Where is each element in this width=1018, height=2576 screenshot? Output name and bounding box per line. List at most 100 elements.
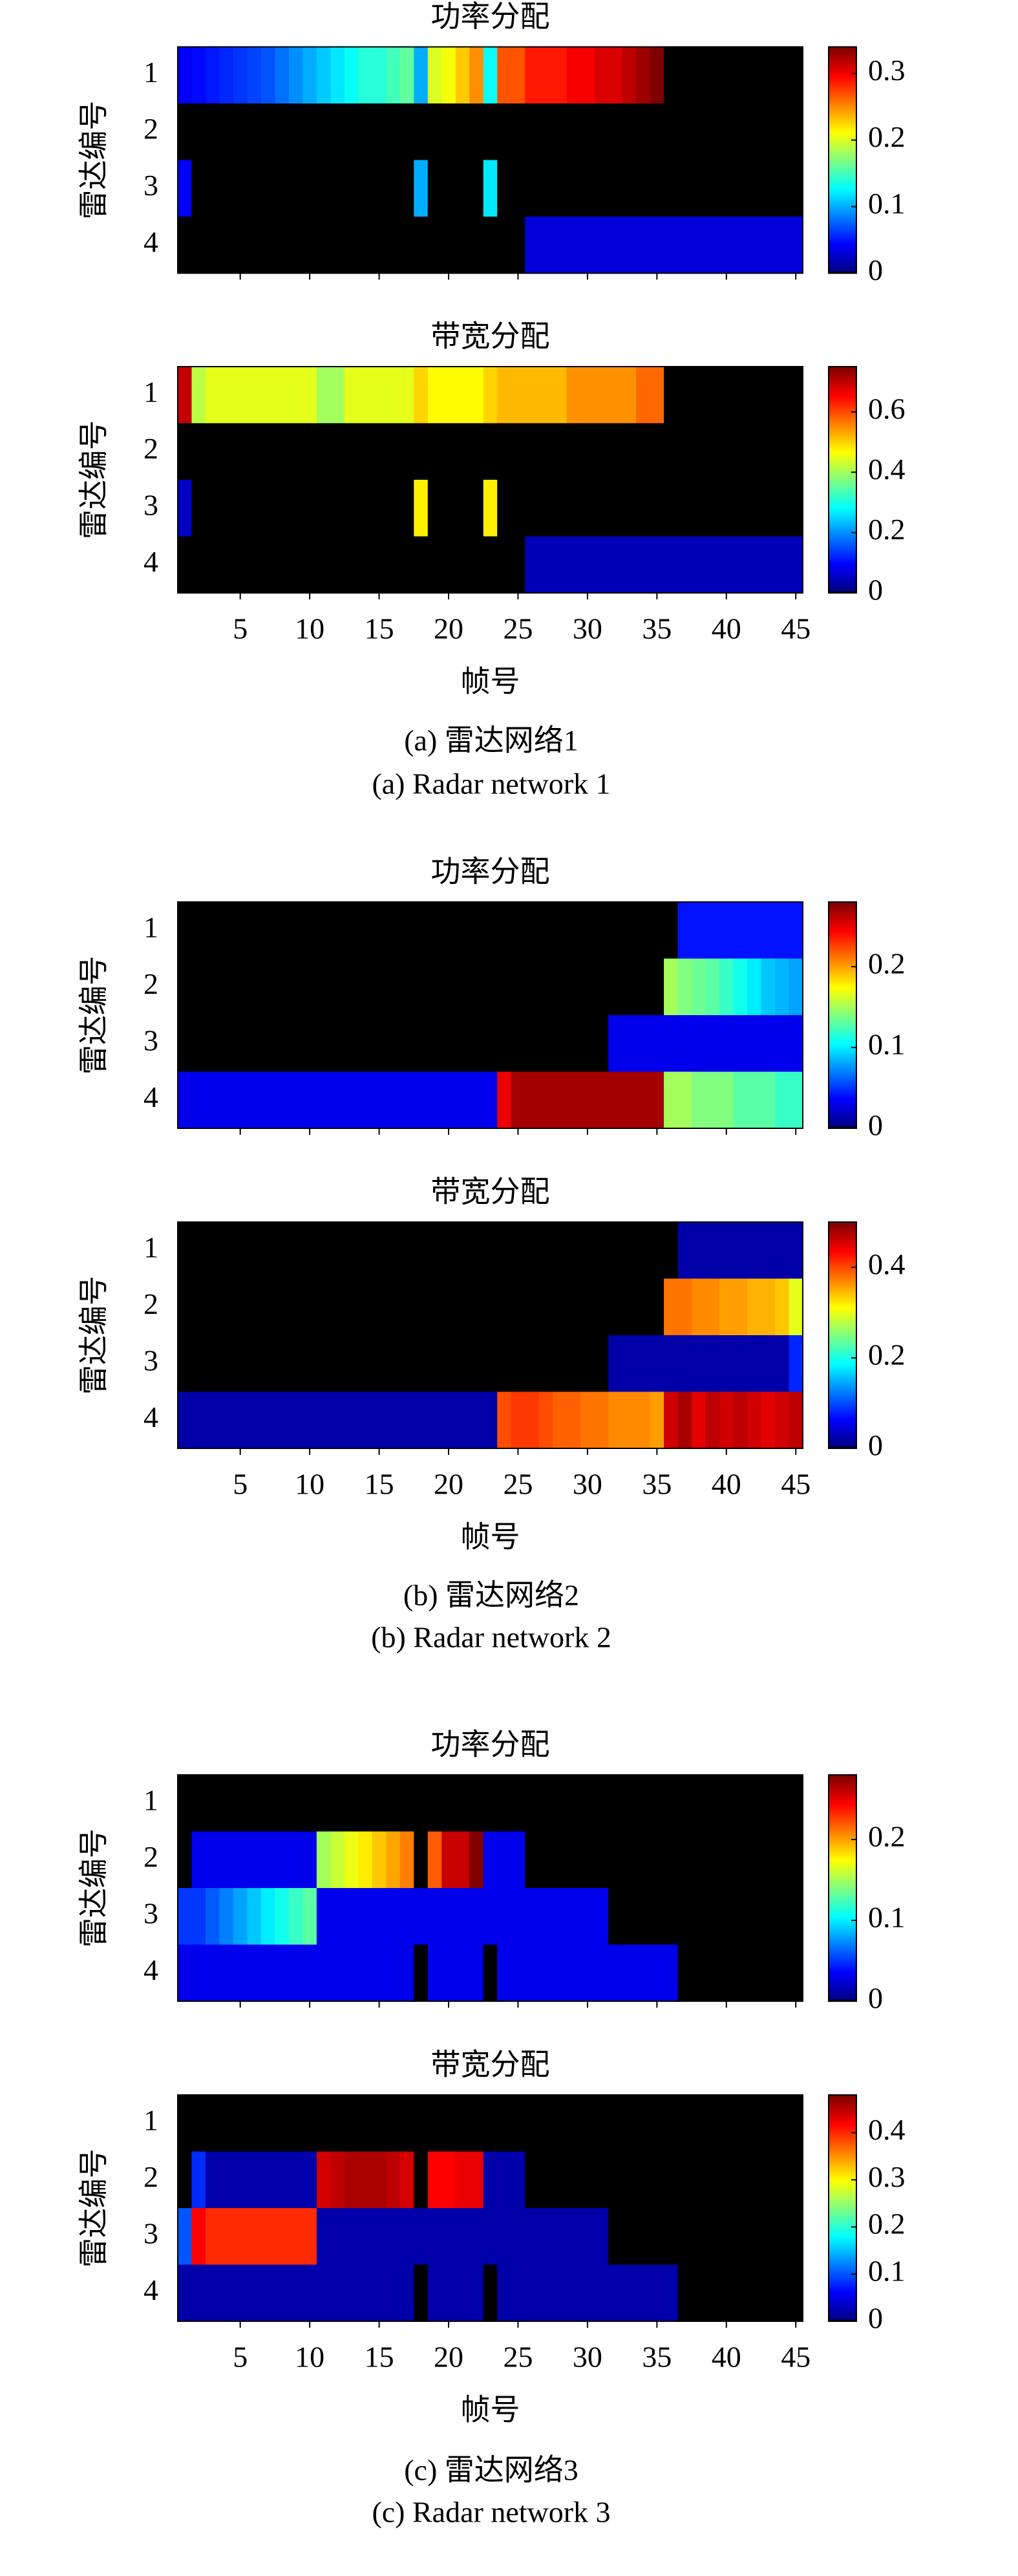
x-tick-label: 40	[712, 2341, 741, 2374]
heatmap-cell	[178, 47, 193, 104]
heatmap-cell	[330, 1015, 345, 1073]
heatmap-cell	[288, 367, 303, 424]
heatmap-cell	[302, 367, 317, 424]
heatmap-cell	[761, 2151, 776, 2209]
colorbar-step	[829, 2236, 856, 2239]
y-tick-label: 4	[143, 225, 158, 258]
heatmap-cell	[608, 480, 623, 537]
colorbar-step	[829, 145, 856, 147]
heatmap-cell	[455, 2151, 470, 2209]
heatmap-cell	[789, 1071, 803, 1129]
heatmap-cell	[525, 423, 540, 480]
heatmap-cell	[427, 1015, 442, 1073]
colorbar-step	[829, 1260, 856, 1262]
y-tick-label: 3	[143, 169, 158, 202]
colorbar-step	[829, 207, 856, 209]
heatmap-cell	[705, 1071, 720, 1129]
heatmap-cell	[219, 480, 234, 537]
heatmap-cell	[483, 160, 498, 217]
colorbar-step	[829, 154, 856, 157]
colorbar-step	[829, 1823, 856, 1827]
heatmap-cell	[302, 1222, 317, 1280]
colorbar-step	[829, 2310, 856, 2313]
heatmap-cell	[553, 2151, 567, 2209]
heatmap-cell	[747, 480, 762, 537]
heatmap-cell	[372, 958, 387, 1016]
colorbar-step	[829, 184, 856, 187]
colorbar-step	[829, 538, 856, 541]
heatmap-cell	[330, 1831, 345, 1889]
colorbar-frame	[828, 2094, 857, 2322]
colorbar-step	[829, 222, 856, 225]
colorbar-step	[829, 2185, 856, 2188]
heatmap-cell	[608, 2208, 623, 2266]
colorbar-step	[829, 1831, 856, 1834]
heatmap-cell	[358, 480, 373, 537]
heatmap-cell	[650, 1222, 664, 1280]
heatmap-cell	[525, 2151, 540, 2209]
heatmap-cell	[553, 1071, 567, 1129]
heatmap-cell	[483, 1071, 498, 1129]
colorbar-step	[829, 1814, 856, 1817]
heatmap-cell	[288, 2095, 303, 2152]
heatmap-cell	[761, 1222, 776, 1280]
colorbar-step	[829, 2272, 856, 2275]
colorbar-step	[829, 915, 856, 918]
colorbar-step	[829, 502, 856, 505]
heatmap-cell	[692, 1944, 706, 2002]
colorbar-step	[829, 1979, 856, 1981]
x-tick-label: 30	[573, 1468, 602, 1501]
heatmap-cell	[455, 536, 470, 594]
heatmap-cell	[233, 1775, 248, 1832]
heatmap-cell	[316, 1278, 331, 1336]
colorbar-step	[829, 2306, 856, 2309]
colorbar-step	[829, 61, 856, 65]
colorbar-step	[829, 954, 856, 958]
heatmap-cell	[205, 217, 220, 274]
heatmap-cell	[344, 536, 359, 594]
heatmap-cell	[386, 160, 401, 217]
heatmap-cell	[205, 958, 220, 1016]
colorbar-tick-label: 0.3	[868, 2160, 906, 2193]
colorbar-step	[829, 1041, 856, 1044]
colorbar-step	[829, 96, 856, 98]
heatmap-cell	[288, 1391, 303, 1449]
heatmap	[178, 367, 803, 594]
heatmap-cell	[344, 1015, 359, 1073]
x-tick-label: 30	[573, 2341, 602, 2374]
heatmap-cell	[414, 480, 429, 537]
caption-en: (c) Radar network 3	[372, 2496, 610, 2529]
heatmap-cell	[260, 2264, 276, 2322]
heatmap-cell	[497, 1888, 512, 1946]
heatmap-cell	[219, 1278, 234, 1336]
heatmap-cell	[692, 2208, 706, 2266]
colorbar-step	[829, 1053, 856, 1055]
colorbar-step	[829, 201, 856, 204]
colorbar-step	[829, 1036, 856, 1038]
heatmap-cell	[525, 367, 540, 424]
heatmap-cell	[386, 2264, 401, 2322]
colorbar-step	[829, 1435, 856, 1438]
heatmap-cell	[260, 1335, 276, 1393]
heatmap-cell	[705, 2264, 720, 2322]
colorbar-step	[829, 987, 856, 989]
heatmap-cell	[219, 1944, 234, 2002]
heatmap-cell	[789, 2095, 803, 2152]
heatmap-cell	[664, 536, 679, 594]
colorbar-step	[829, 378, 856, 381]
heatmap-cell	[372, 1335, 387, 1393]
y-tick-label: 4	[143, 1953, 158, 1986]
heatmap-cell	[178, 103, 193, 161]
heatmap-cell	[650, 2095, 664, 2152]
heatmap-cell	[191, 1071, 206, 1129]
colorbar-step	[829, 1424, 856, 1426]
colorbar-tick-label: 0	[868, 2302, 883, 2335]
colorbar-step	[829, 217, 856, 219]
heatmap-cell	[761, 1831, 776, 1889]
colorbar-step	[829, 1803, 856, 1806]
colorbar-step	[829, 1907, 856, 1909]
heatmap-cell	[358, 1015, 373, 1073]
colorbar-step	[829, 1848, 856, 1851]
heatmap-cell	[386, 217, 401, 274]
heatmap-cell	[399, 47, 414, 104]
